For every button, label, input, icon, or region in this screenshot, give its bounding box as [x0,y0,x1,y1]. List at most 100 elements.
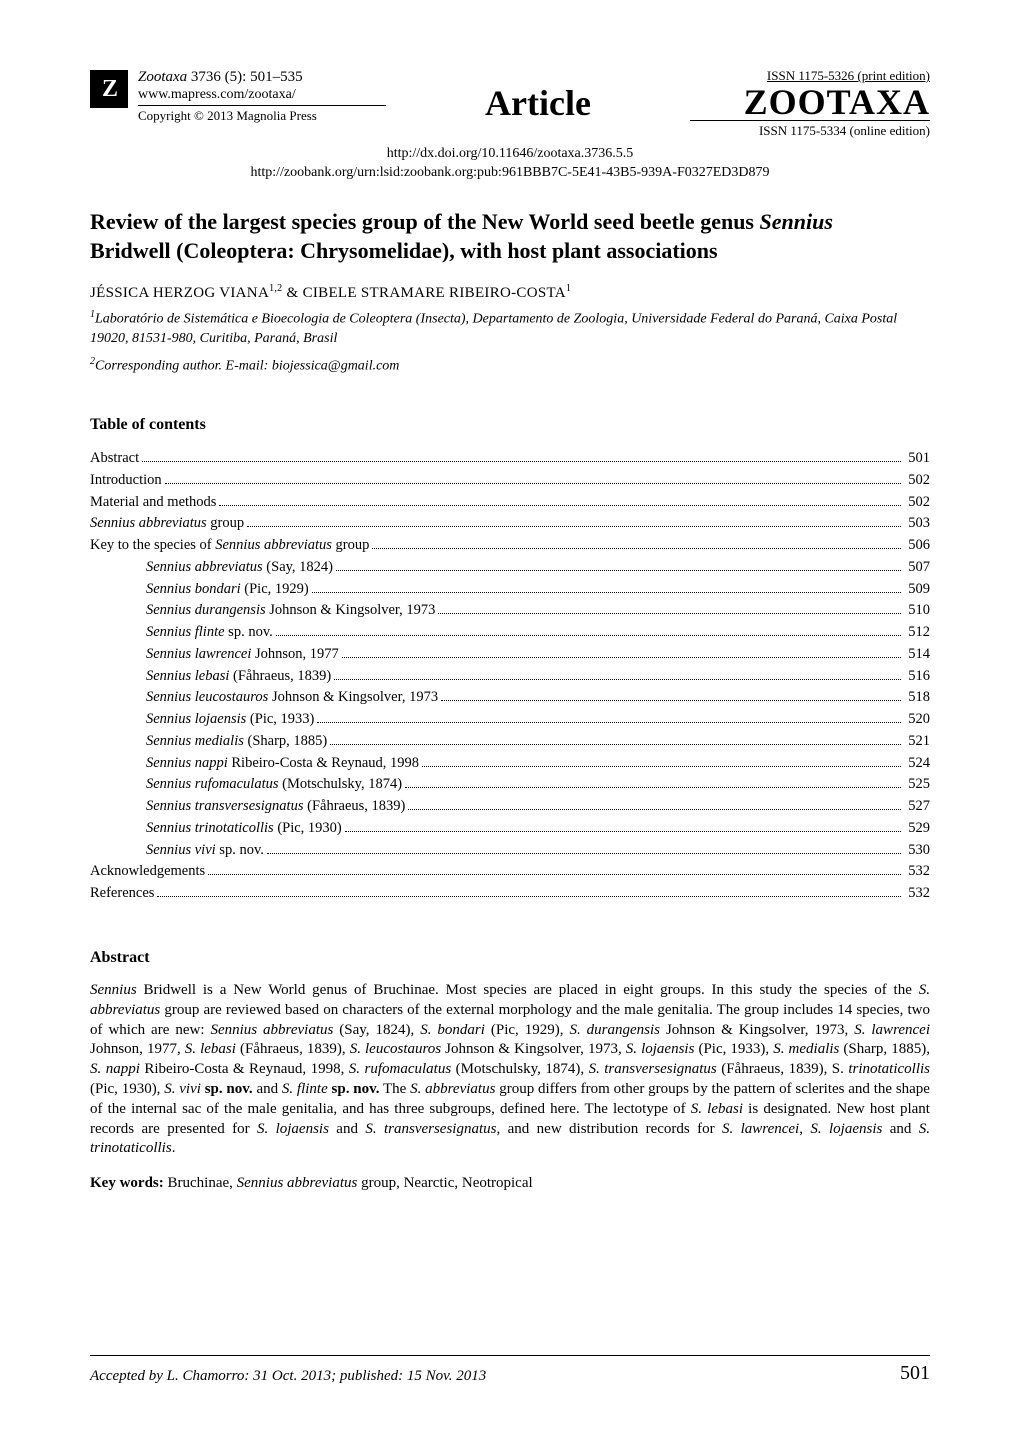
toc-dots [438,613,901,614]
toc-page: 527 [904,796,930,818]
toc-row: Material and methods502 [90,492,930,514]
toc-row: Sennius bondari (Pic, 1929) 509 [90,579,930,601]
toc-label: References [90,883,154,905]
toc-row: Sennius medialis (Sharp, 1885)521 [90,731,930,753]
toc-dots [219,505,901,506]
toc-dots [345,831,902,832]
toc-heading: Table of contents [90,416,930,434]
publisher-logo: Z [90,70,128,108]
toc-page: 503 [904,513,930,535]
page-number: 501 [900,1362,930,1385]
toc-page: 532 [904,861,930,883]
toc-label: Sennius leucostauros Johnson & Kingsolve… [90,687,438,709]
toc-page: 502 [904,492,930,514]
toc-dots [441,700,901,701]
toc-dots [408,809,901,810]
toc-label: Sennius bondari (Pic, 1929) [90,579,309,601]
affiliation-1: 1Laboratório de Sistemática e Bioecologi… [90,308,930,348]
keywords-label: Key words: [90,1175,164,1191]
toc-row: Sennius abbreviatus group 503 [90,513,930,535]
header: Z Zootaxa 3736 (5): 501–535 www.mapress.… [90,68,930,139]
toc-row: Sennius abbreviatus (Say, 1824) 507 [90,557,930,579]
header-right: ISSN 1175-5326 (print edition) ZOOTAXA I… [690,68,930,139]
toc-page: 520 [904,709,930,731]
toc-label: Sennius rufomaculatus (Motschulsky, 1874… [90,774,402,796]
zootaxa-wordmark: ZOOTAXA [690,86,930,118]
toc-label: Sennius vivi sp. nov. [90,840,264,862]
toc-dots [247,526,901,527]
toc-label: Key to the species of Sennius abbreviatu… [90,535,369,557]
zoobank-url: http://zoobank.org/urn:lsid:zoobank.org:… [90,164,930,183]
title-line2: Bridwell (Coleoptera: Chrysomelidae), wi… [90,238,718,263]
toc-dots [336,570,901,571]
toc-label: Sennius flinte sp. nov. [90,622,273,644]
toc-page: 530 [904,840,930,862]
toc-page: 524 [904,753,930,775]
toc-label: Sennius abbreviatus (Say, 1824) [90,557,333,579]
toc-page: 532 [904,883,930,905]
toc-row: Acknowledgements532 [90,861,930,883]
toc-label: Sennius medialis (Sharp, 1885) [90,731,327,753]
authors-amp: & [282,285,302,301]
toc-label: Sennius trinotaticollis (Pic, 1930) [90,818,342,840]
copyright: Copyright © 2013 Magnolia Press [138,105,386,124]
toc-row: Sennius leucostauros Johnson & Kingsolve… [90,687,930,709]
toc-dots [208,874,901,875]
author-2-sup: 1 [566,283,571,294]
title-line1-pre: Review of the largest species group of t… [90,209,760,234]
toc-label: Sennius durangensis Johnson & Kingsolver… [90,600,435,622]
toc-page: 518 [904,687,930,709]
affiliation-2: 2Corresponding author. E-mail: biojessic… [90,355,930,377]
toc-label: Sennius abbreviatus group [90,513,244,535]
toc-row: References 532 [90,883,930,905]
issue-ref: 3736 (5): 501–535 [191,69,303,85]
toc-row: Sennius transversesignatus (Fåhraeus, 18… [90,796,930,818]
toc-label: Abstract [90,448,139,470]
toc-dots [334,679,901,680]
toc-label: Sennius lojaensis (Pic, 1933) [90,709,314,731]
author-2: CIBELE STRAMARE RIBEIRO-COSTA [303,285,566,301]
toc-dots [342,657,901,658]
doi-url: http://dx.doi.org/10.11646/zootaxa.3736.… [90,145,930,164]
keywords: Key words: Bruchinae, Sennius abbreviatu… [90,1175,930,1192]
toc-dots [330,744,901,745]
toc-dots [312,592,902,593]
toc-row: Sennius durangensis Johnson & Kingsolver… [90,600,930,622]
issn-online: ISSN 1175-5334 (online edition) [759,123,930,138]
header-left: Z Zootaxa 3736 (5): 501–535 www.mapress.… [90,68,386,124]
toc-page: 512 [904,622,930,644]
toc-page: 510 [904,600,930,622]
toc-dots [317,722,901,723]
doi-block: http://dx.doi.org/10.11646/zootaxa.3736.… [90,145,930,183]
toc-row: Sennius lawrencei Johnson, 1977514 [90,644,930,666]
toc-row: Sennius trinotaticollis (Pic, 1930)529 [90,818,930,840]
toc-row: Key to the species of Sennius abbreviatu… [90,535,930,557]
aff2-text: Corresponding author. E-mail: biojessica… [95,358,399,373]
authors: JÉSSICA HERZOG VIANA1,2 & CIBELE STRAMAR… [90,283,930,302]
toc-dots [405,787,901,788]
aff1-text: Laboratório de Sistemática e Bioecologia… [90,312,897,346]
toc-row: Sennius vivi sp. nov. 530 [90,840,930,862]
toc-dots [142,461,901,462]
toc-page: 509 [904,579,930,601]
journal-ref: Zootaxa 3736 (5): 501–535 [138,68,386,87]
author-1: JÉSSICA HERZOG VIANA [90,285,269,301]
toc-row: Sennius rufomaculatus (Motschulsky, 1874… [90,774,930,796]
title-genus: Sennius [760,209,833,234]
toc-row: Sennius lebasi (Fåhraeus, 1839)516 [90,666,930,688]
toc-row: Abstract 501 [90,448,930,470]
article-type-label: Article [485,82,591,124]
toc-dots [422,766,901,767]
abstract-heading: Abstract [90,949,930,967]
author-1-sup: 1,2 [269,283,282,294]
toc-page: 501 [904,448,930,470]
toc-row: Sennius nappi Ribeiro-Costa & Reynaud, 1… [90,753,930,775]
footer: Accepted by L. Chamorro: 31 Oct. 2013; p… [90,1355,930,1385]
toc-dots [157,896,901,897]
toc-dots [267,853,901,854]
toc-label: Sennius nappi Ribeiro-Costa & Reynaud, 1… [90,753,419,775]
toc-label: Introduction [90,470,162,492]
toc-page: 514 [904,644,930,666]
toc-page: 507 [904,557,930,579]
toc-row: Introduction502 [90,470,930,492]
